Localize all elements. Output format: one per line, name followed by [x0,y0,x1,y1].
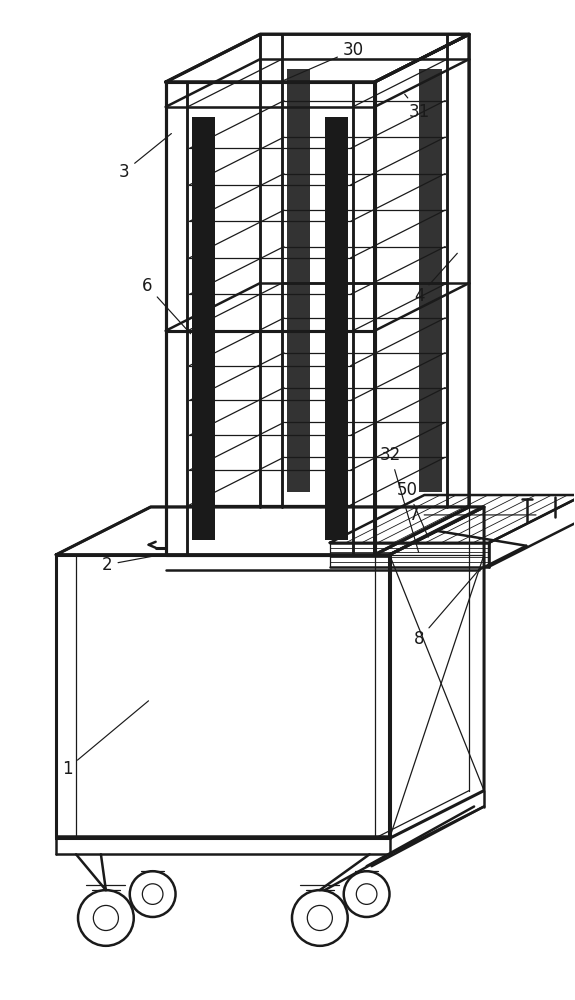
Polygon shape [325,117,348,540]
Polygon shape [419,69,442,492]
Text: 30: 30 [282,41,364,81]
Text: 50: 50 [397,481,428,537]
Text: 3: 3 [119,134,171,181]
Text: 32: 32 [380,446,419,552]
Polygon shape [193,117,216,540]
Text: 4: 4 [414,253,457,305]
Text: 1: 1 [62,701,148,778]
Polygon shape [287,69,310,492]
Text: 8: 8 [414,572,477,648]
Text: 7: 7 [408,506,536,524]
Text: 31: 31 [405,94,430,121]
Text: 2: 2 [102,555,158,574]
Text: 6: 6 [142,277,190,334]
